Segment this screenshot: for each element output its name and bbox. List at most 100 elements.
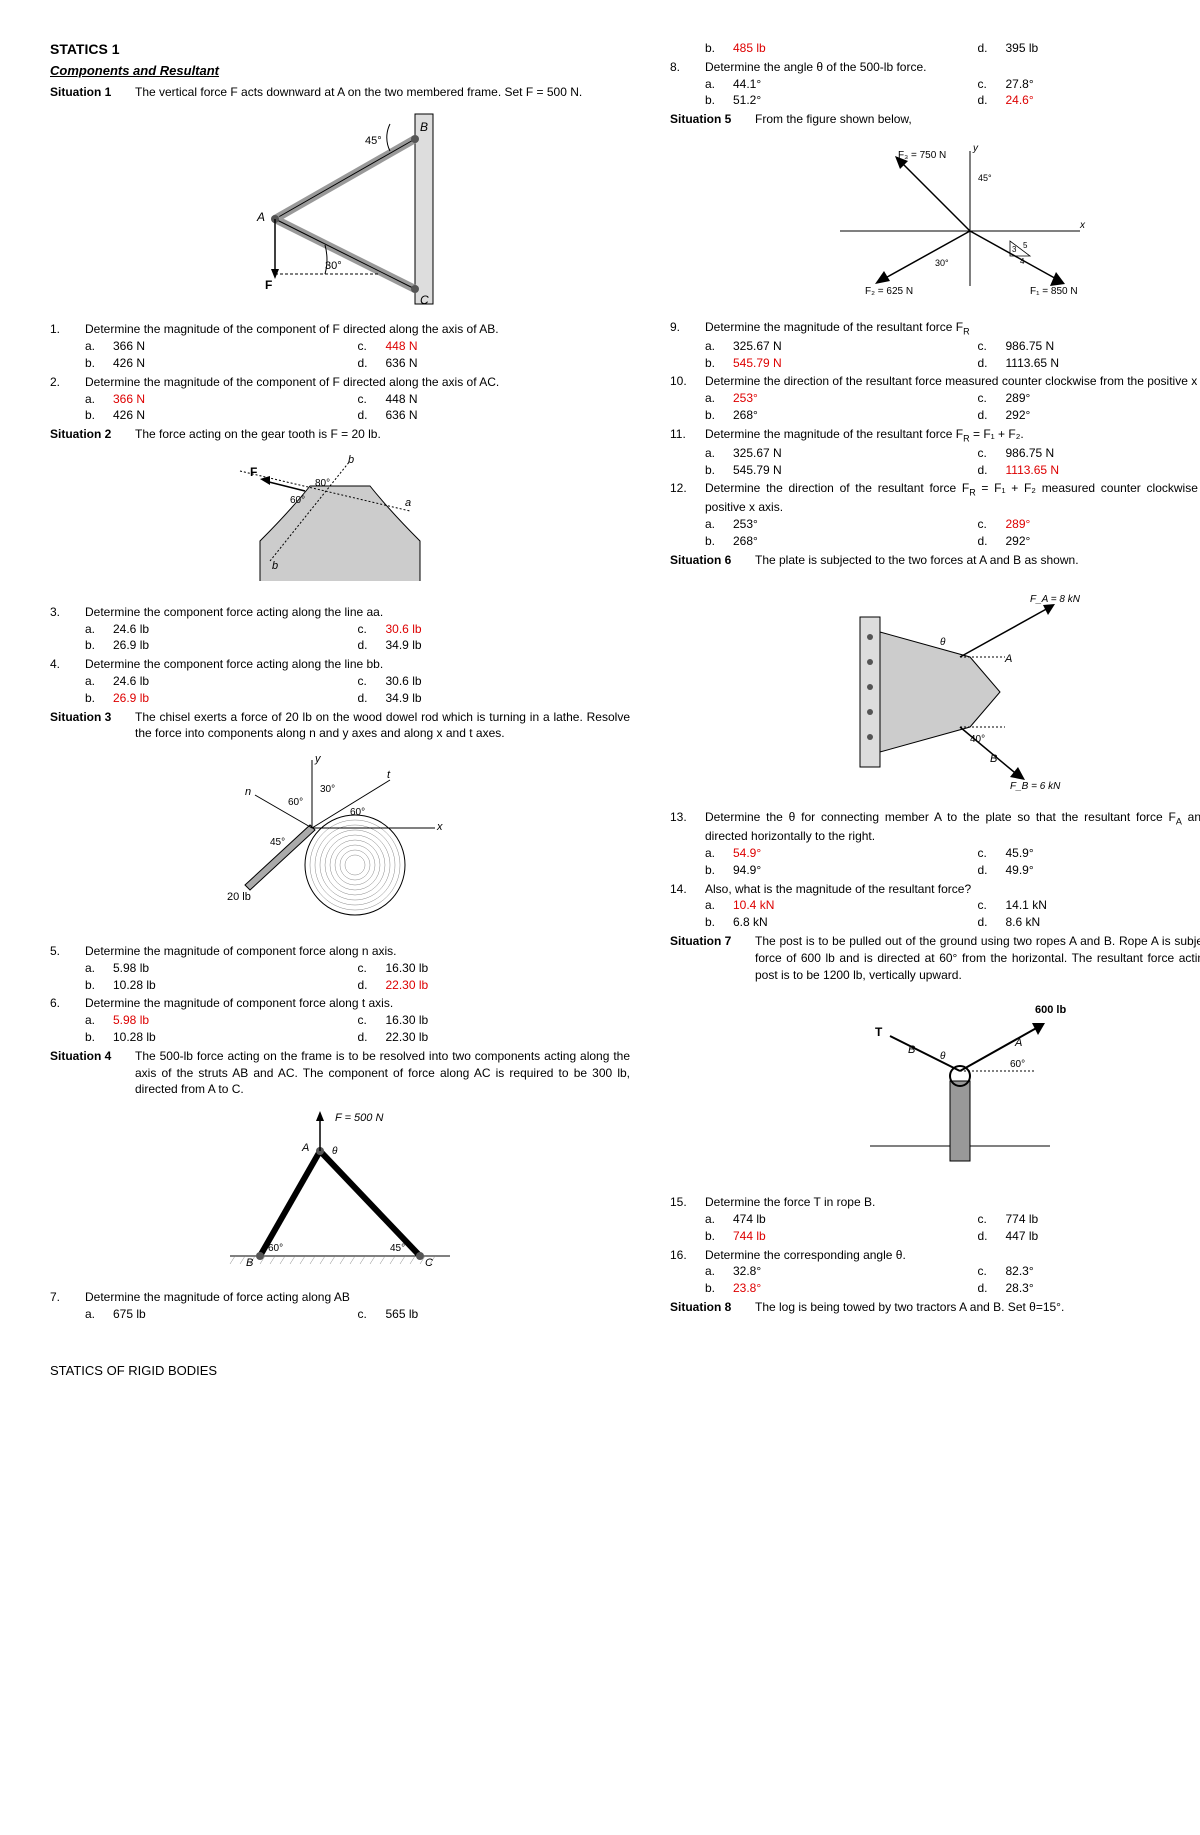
choice-b: 545.79 N	[733, 462, 782, 479]
fig5-3: 3	[1012, 245, 1017, 254]
figure-7: 600 lb T A B θ 60°	[670, 991, 1200, 1186]
q-text: Determine the magnitude of the component…	[85, 321, 630, 338]
question-14: 14. Also, what is the magnitude of the r…	[670, 881, 1200, 898]
situation-label: Situation 8	[670, 1299, 755, 1316]
choices-10: a.253° c.289° b.268° d.292°	[705, 390, 1200, 424]
q-text: Determine the magnitude of the resultant…	[705, 319, 1200, 338]
question-5: 5. Determine the magnitude of component …	[50, 943, 630, 960]
fig3-n: n	[245, 786, 251, 798]
choice-a: 366 N	[113, 338, 145, 355]
choice-d: 34.9 lb	[386, 637, 422, 654]
choices-8: a.44.1° c.27.8° b.51.2° d.24.6°	[705, 76, 1200, 110]
situation-label: Situation 1	[50, 84, 135, 101]
q-num: 9.	[670, 319, 705, 338]
choice-c: 289°	[1006, 390, 1031, 407]
choice-b: 426 N	[113, 407, 145, 424]
choice-a: 675 lb	[113, 1306, 146, 1323]
question-12: 12. Determine the direction of the resul…	[670, 480, 1200, 516]
fig3-y: y	[314, 753, 322, 765]
situation-text: The log is being towed by two tractors A…	[755, 1299, 1200, 1316]
fig1-A: A	[256, 210, 265, 224]
choice-b: 10.28 lb	[113, 977, 156, 994]
fig5-F3: F₃ = 750 N	[898, 150, 946, 161]
fig3-t: t	[387, 769, 391, 781]
fig4-A: A	[301, 1142, 309, 1154]
fig3-30: 30°	[320, 784, 335, 795]
choice-d: 28.3°	[1006, 1280, 1034, 1297]
fig2-60: 60°	[290, 495, 305, 506]
choices-2: a.366 N c.448 N b.426 N d.636 N	[85, 391, 630, 425]
fig3-x: x	[436, 821, 443, 833]
fig6-40: 40°	[970, 734, 985, 745]
choices-1: a.366 N c.448 N b.426 N d.636 N	[85, 338, 630, 372]
q-num: 1.	[50, 321, 85, 338]
situation-2: Situation 2 The force acting on the gear…	[50, 426, 630, 443]
choices-16: a.32.8° c.82.3° b.23.8° d.28.3°	[705, 1263, 1200, 1297]
situation-label: Situation 6	[670, 552, 755, 569]
question-15: 15. Determine the force T in rope B.	[670, 1194, 1200, 1211]
figure-1: B A F C 45° 30°	[50, 109, 630, 314]
situation-text: The chisel exerts a force of 20 lb on th…	[135, 709, 630, 743]
fig6-B: B	[990, 753, 997, 765]
question-3: 3. Determine the component force acting …	[50, 604, 630, 621]
fig7-B: B	[908, 1044, 915, 1056]
q-text: Also, what is the magnitude of the resul…	[705, 881, 1200, 898]
figure-4: F = 500 N A B C θ 60° 45°	[50, 1106, 630, 1281]
page-footer: STATICS OF RIGID BODIES	[50, 1362, 1200, 1380]
choice-d: 8.6 kN	[1006, 914, 1041, 931]
fig2-a: a	[405, 497, 411, 509]
question-10: 10. Determine the direction of the resul…	[670, 373, 1200, 390]
q-text: Determine the magnitude of component for…	[85, 943, 630, 960]
choice-b: 485 lb	[733, 40, 766, 57]
choice-d: 447 lb	[1006, 1228, 1039, 1245]
choice-a: 253°	[733, 516, 758, 533]
choice-a: 253°	[733, 390, 758, 407]
q-text: Determine the magnitude of the resultant…	[705, 426, 1200, 445]
situation-label: Situation 5	[670, 111, 755, 128]
situation-text: The plate is subjected to the two forces…	[755, 552, 1200, 569]
fig3-20lb: 20 lb	[227, 891, 251, 903]
situation-6: Situation 6 The plate is subjected to th…	[670, 552, 1200, 569]
choice-b: 6.8 kN	[733, 914, 768, 931]
choice-c: 30.6 lb	[386, 673, 422, 690]
q-num: 13.	[670, 809, 705, 845]
fig5-45: 45°	[978, 173, 992, 183]
choice-b: 51.2°	[733, 92, 761, 109]
fig2-F: F	[250, 465, 257, 479]
situation-label: Situation 4	[50, 1048, 135, 1098]
fig2-80: 80°	[315, 478, 330, 489]
q-num: 12.	[670, 480, 705, 516]
fig7-T: T	[875, 1025, 883, 1039]
situation-label: Situation 2	[50, 426, 135, 443]
q-text: Determine the magnitude of the component…	[85, 374, 630, 391]
choices-7a: a.675 lb c.565 lb	[85, 1306, 630, 1323]
choice-a: 366 N	[113, 391, 145, 408]
choices-15: a.474 lb c.774 lb b.744 lb d.447 lb	[705, 1211, 1200, 1245]
page-title: STATICS 1	[50, 40, 630, 60]
choice-a: 5.98 lb	[113, 960, 149, 977]
choice-d: 292°	[1006, 533, 1031, 550]
choice-b: 26.9 lb	[113, 690, 149, 707]
figure-2: F a b b 80° 60°	[50, 451, 630, 596]
situation-3: Situation 3 The chisel exerts a force of…	[50, 709, 630, 743]
situation-text: The vertical force F acts downward at A …	[135, 84, 630, 101]
choices-4: a.24.6 lb c.30.6 lb b.26.9 lb d.34.9 lb	[85, 673, 630, 707]
choices-5: a.5.98 lb c.16.30 lb b.10.28 lb d.22.30 …	[85, 960, 630, 994]
fig5-F2: F₂ = 625 N	[865, 286, 913, 297]
choice-c: 16.30 lb	[386, 960, 429, 977]
choice-a: 10.4 kN	[733, 897, 774, 914]
question-6: 6. Determine the magnitude of component …	[50, 995, 630, 1012]
choices-9: a.325.67 N c.986.75 N b.545.79 N d.1113.…	[705, 338, 1200, 372]
q-text: Determine the component force acting alo…	[85, 604, 630, 621]
choice-b: 94.9°	[733, 862, 761, 879]
situation-text: The 500-lb force acting on the frame is …	[135, 1048, 630, 1098]
q-text: Determine the force T in rope B.	[705, 1194, 1200, 1211]
fig7-60: 60°	[1010, 1059, 1025, 1070]
q-num: 14.	[670, 881, 705, 898]
choice-b: 545.79 N	[733, 355, 782, 372]
fig7-600: 600 lb	[1035, 1004, 1066, 1016]
fig4-60: 60°	[268, 1243, 283, 1254]
choice-d: 22.30 lb	[386, 977, 429, 994]
question-7: 7. Determine the magnitude of force acti…	[50, 1289, 630, 1306]
choice-d: 1113.65 N	[1006, 462, 1060, 479]
